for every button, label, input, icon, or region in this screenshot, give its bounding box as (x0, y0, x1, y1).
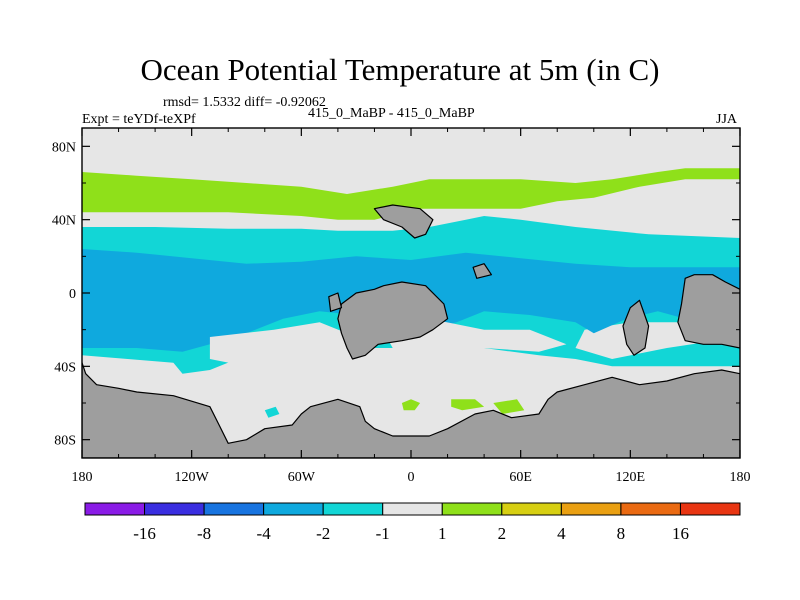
colorbar-label: 16 (672, 524, 689, 543)
x-tick-label: 60E (509, 470, 532, 485)
region-south-green-patch-3 (493, 399, 525, 414)
x-tick-label: 120E (616, 470, 646, 485)
colorbar-label: -8 (197, 524, 211, 543)
colorbar-swatch (144, 502, 205, 516)
x-tick-label: 120W (175, 470, 210, 485)
region-south-teal-patch (264, 406, 280, 418)
region-land-small-island-2 (472, 263, 492, 279)
region-land-small-island-1 (328, 292, 343, 312)
x-tick-label: 60W (288, 470, 316, 485)
chart-title: Ocean Potential Temperature at 5m (in C) (140, 52, 660, 87)
colorbar-swatch (441, 502, 503, 516)
colorbar-swatch (679, 502, 741, 516)
colorbar-label: 2 (498, 524, 507, 543)
y-tick-label: 0 (69, 287, 76, 302)
y-tick-label: 80S (54, 434, 76, 449)
colorbar: -16 -8 -4 -2 -1 1 2 4 8 16 (84, 502, 741, 543)
region-north-warm-band (82, 168, 740, 220)
region-south-green-patch-2 (451, 399, 485, 411)
colorbar-label: 8 (617, 524, 626, 543)
x-tick-label: 0 (408, 470, 415, 485)
region-south-light-patch (209, 322, 357, 367)
x-tick-label: 180 (730, 470, 751, 485)
colorbar-label: -16 (133, 524, 156, 543)
colorbar-swatch (322, 502, 384, 516)
y-tick-label: 40N (52, 214, 76, 229)
region-land-north-island (373, 204, 434, 239)
y-axis: 80N 40N 0 40S 80S (52, 140, 740, 449)
colorbar-swatch (620, 502, 681, 516)
period-label: 415_0_MaBP - 415_0_MaBP (308, 106, 475, 121)
colorbar-label: -4 (257, 524, 272, 543)
x-tick-label: 180 (72, 470, 93, 485)
colorbar-label: 4 (557, 524, 566, 543)
region-land-central-continent (337, 281, 449, 360)
region-land-east-continent (677, 274, 740, 349)
colorbar-swatch (560, 502, 622, 516)
colorbar-label: -2 (316, 524, 330, 543)
region-south-green-patch-1 (401, 399, 421, 411)
colorbar-swatch (382, 502, 443, 516)
colorbar-swatch (84, 502, 146, 516)
stats-text: rmsd= 1.5332 diff= -0.92062 (163, 95, 326, 110)
colorbar-swatch (203, 502, 265, 516)
season-label: JJA (716, 112, 738, 127)
map-field (82, 128, 740, 458)
region-land-antarctic (82, 362, 740, 458)
y-tick-label: 40S (54, 360, 76, 375)
colorbar-swatch (263, 502, 324, 516)
colorbar-label: -1 (376, 524, 390, 543)
x-axis: 180 120W 60W 0 60E 120E 180 (72, 128, 751, 485)
region-land-east-peninsula (622, 299, 650, 356)
experiment-label: Expt = teYDf-teXPf (82, 112, 196, 127)
colorbar-label: 1 (438, 524, 447, 543)
colorbar-swatch (501, 502, 562, 516)
y-tick-label: 80N (52, 140, 76, 155)
